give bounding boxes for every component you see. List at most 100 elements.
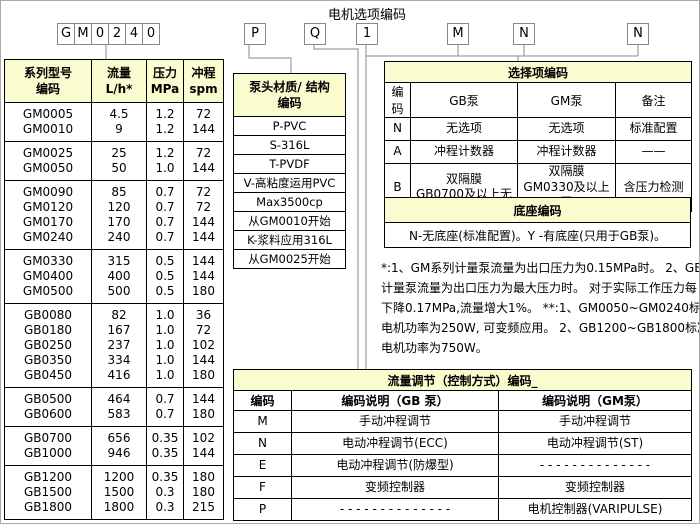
series-code-box: 0 (143, 23, 160, 45)
table-cell: GB0250 (4, 338, 92, 353)
table-row: GM0170 170 0.7 144 (4, 215, 224, 230)
table-cell: GB1500 (4, 485, 92, 500)
table-row: GM0005 4.5 1.2 72 (4, 102, 224, 122)
table-cell: 0.7 (146, 407, 184, 427)
table-cell: 0.5 (146, 249, 184, 269)
table-cell: 1.0 (146, 353, 184, 368)
table-cell: 102 (183, 426, 224, 446)
table-cell: T-PVDF (233, 154, 346, 174)
pressure-col-header: 压力 MPa (146, 59, 184, 103)
table-cell: 9 (91, 122, 147, 142)
table-cell: GM0120 (4, 200, 92, 215)
table-row: GB0080 82 1.0 36 (4, 303, 224, 323)
option-code-box: M (447, 23, 469, 45)
note-line: 计量泵流量为出口压力为最大压力时。 对于实际工作压力每 (381, 281, 697, 295)
table-cell: GM0500 (4, 284, 92, 304)
table-cell: 72 (183, 102, 224, 122)
table-cell: GM0025 (4, 141, 92, 161)
table-cell: —— (614, 140, 693, 164)
flow-gb-header: 编码说明（GB 泵） (291, 390, 499, 411)
table-row: GM0050 50 1.0 144 (4, 161, 224, 181)
note-line: 下降0.17MPa,流量增大1%。 **:1、GM0050~GM0240标准配置 (381, 301, 700, 315)
table-cell: E (233, 454, 292, 477)
table-cell: 500 (91, 284, 147, 304)
table-cell: 从GM0025开始 (233, 249, 346, 269)
table-cell: 334 (91, 353, 147, 368)
table-row: GM0500 500 0.5 180 (4, 284, 224, 304)
note-line: *:1、GM系列计量泵流量为出口压力为0.15MPa时。 2、GB系列 (381, 261, 700, 275)
table-cell: GB0700 (4, 426, 92, 446)
table-row: GB0180 167 1.0 72 (4, 323, 224, 338)
table-row: GB0350 334 1.0 144 (4, 353, 224, 368)
table-cell: N (384, 117, 411, 141)
base-table-body: N-无底座(标准配置)。Y -有底座(只用于GB泵)。 (384, 222, 691, 248)
table-cell: 102 (183, 338, 224, 353)
table-cell: 237 (91, 338, 147, 353)
table-cell: 1.2 (146, 102, 184, 122)
table-cell: 0.3 (146, 485, 184, 500)
table-row: GM0240 240 0.7 144 (4, 230, 224, 250)
table-row: GB0600 583 0.7 180 (4, 407, 224, 427)
table-cell: GB0450 (4, 368, 92, 388)
table-cell: GB0080 (4, 303, 92, 323)
table-cell: M (233, 410, 292, 433)
table-row: N 电动冲程调节(ECC) 电动冲程调节(ST) (233, 432, 692, 455)
table-cell: 1.0 (146, 338, 184, 353)
table-cell: GB1800 (4, 500, 92, 520)
table-cell: 464 (91, 387, 147, 407)
series-row-group: GB1200 1200 0.35 180 GB1500 1500 0.3 180 GB1800 1… (4, 465, 224, 520)
table-cell: 167 (91, 323, 147, 338)
table-cell: 85 (91, 180, 147, 200)
table-cell: 180 (183, 284, 224, 304)
table-row: GM0090 85 0.7 72 (4, 180, 224, 200)
table-row: P- - - - - - - - - - - - - - 电机控制器(VARIPU… (233, 498, 692, 521)
table-cell: S-316L (233, 135, 346, 155)
table-cell: 583 (91, 407, 147, 427)
note-line: 电机功率为750W。 (381, 341, 488, 355)
table-cell: 1.0 (146, 161, 184, 181)
table-cell: 电动冲程调节(防爆型) (291, 454, 499, 477)
table-cell: GM0050 (4, 161, 92, 181)
table-cell: 0.7 (146, 387, 184, 407)
table-cell: K-浆料应用316L (233, 230, 346, 250)
table-cell: 1200 (91, 465, 147, 485)
table-row: GM0400 400 0.5 144 (4, 269, 224, 284)
option-code-box: N (513, 23, 535, 45)
table-cell: 144 (183, 353, 224, 368)
table-cell: 50 (91, 161, 147, 181)
table-cell: 0.3 (146, 500, 184, 520)
table-cell: 变频控制器 (498, 476, 692, 499)
table-cell: 0.7 (146, 215, 184, 230)
series-row-group: GM0330 315 0.5 144 GM0400 400 0.5 144 GM0500 500 0… (4, 249, 224, 304)
table-cell: GB0180 (4, 323, 92, 338)
option-code-box: P (244, 23, 266, 45)
pump-head-header: 泵头材质/ 结构 编码 (233, 73, 346, 117)
page-title: 电机选项编码 (327, 8, 406, 23)
table-cell: 0.35 (146, 426, 184, 446)
base-table-title: 底座编码 (384, 197, 691, 223)
series-code-box: M (75, 23, 92, 45)
table-cell: 手动冲程调节 (498, 410, 692, 433)
table-row: GB1000 946 0.35 144 (4, 446, 224, 466)
table-cell: 电机控制器(VARIPULSE) (498, 498, 692, 521)
table-cell: 144 (183, 230, 224, 250)
flow-col-header: 流量 L/h* (91, 59, 147, 103)
table-row: GB0450 416 1.0 180 (4, 368, 224, 388)
table-row: GB1800 1800 0.3 215 (4, 500, 224, 520)
series-row-group: GM0005 4.5 1.2 72 GM0010 9 1.2 144 (4, 102, 224, 142)
option-remark-header: 备注 (614, 82, 693, 118)
table-cell: 冲程计数器 (410, 140, 518, 164)
table-cell: GM0170 (4, 215, 92, 230)
series-code-box: G (57, 23, 75, 45)
table-cell: 从GM0010开始 (233, 211, 346, 231)
series-col-header: 系列型号 编码 (4, 59, 92, 103)
table-cell: 72 (183, 200, 224, 215)
series-row-group: GM0090 85 0.7 72 GM0120 120 0.7 72 GM0170 170 0.7 1… (4, 180, 224, 250)
series-row-group: GB0080 82 1.0 36 GB0180 167 1.0 72 GB0250 237 1.0 1… (4, 303, 224, 388)
table-cell: GM0400 (4, 269, 92, 284)
table-cell: - - - - - - - - - - - - - - (291, 498, 499, 521)
table-cell: - - - - - - - - - - - - - - (498, 454, 692, 477)
